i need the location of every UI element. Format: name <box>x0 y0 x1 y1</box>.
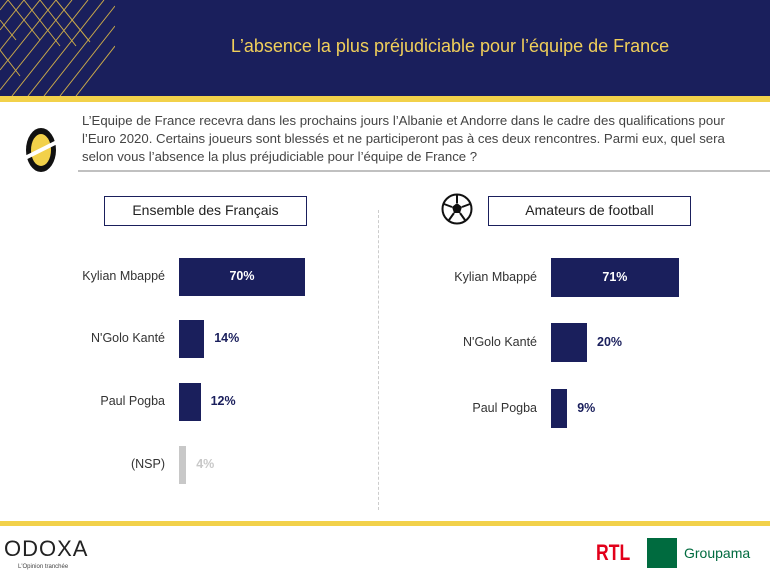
question-underline <box>78 170 770 172</box>
bar <box>551 389 568 428</box>
groupama-logo-icon <box>647 538 677 568</box>
soccer-ball-icon <box>441 193 473 225</box>
header-divider <box>0 96 770 102</box>
data-label: 4% <box>196 457 215 471</box>
category-label: N'Golo Kanté <box>463 334 537 349</box>
category-label: (NSP) <box>130 457 165 471</box>
category-label: Kylian Mbappé <box>454 269 537 284</box>
bar <box>179 383 201 421</box>
category-label: N'Golo Kanté <box>91 331 165 345</box>
bar <box>551 323 587 362</box>
rtl-logo: RTL <box>596 540 631 565</box>
bar <box>179 320 205 358</box>
header-band: L’absence la plus préjudiciable pour l’é… <box>0 0 770 96</box>
bar <box>551 258 679 297</box>
chevron-pattern <box>0 0 115 96</box>
bar <box>179 446 187 484</box>
page-title: L’absence la plus préjudiciable pour l’é… <box>230 36 670 56</box>
data-label: 12% <box>210 394 236 408</box>
bar <box>179 258 305 296</box>
data-label: 71% <box>602 269 628 284</box>
data-label: 14% <box>214 331 240 345</box>
odoxa-logo-icon <box>24 128 58 172</box>
data-label: 20% <box>597 334 623 349</box>
chart-title-right: Amateurs de football <box>488 196 691 226</box>
groupama-logo: Groupama <box>684 545 751 561</box>
footer-divider <box>0 521 770 526</box>
data-label: 70% <box>229 269 255 283</box>
question-text: L’Equipe de France recevra dans les proc… <box>82 113 725 164</box>
chart-divider <box>378 210 379 510</box>
odoxa-tagline: L'Opinion tranchée <box>18 564 69 570</box>
category-label: Paul Pogba <box>472 400 537 415</box>
category-label: Paul Pogba <box>100 394 165 408</box>
category-label: Kylian Mbappé <box>82 269 165 283</box>
chart-title-left: Ensemble des Français <box>104 196 307 226</box>
odoxa-logo: ODOXA <box>4 536 89 561</box>
data-label: 9% <box>577 400 596 415</box>
